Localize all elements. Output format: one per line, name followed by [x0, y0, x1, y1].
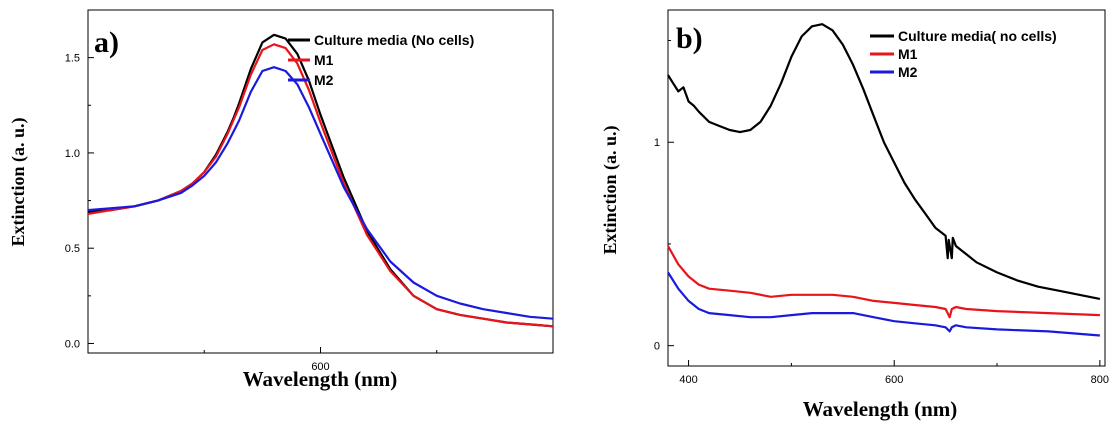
series-line-culture-media: [667, 23, 1101, 300]
panel-label-b: b): [676, 22, 703, 55]
panel-label-a: a): [94, 26, 119, 59]
y-tick-label: 0.5: [65, 243, 80, 255]
series-line-m1: [667, 245, 1100, 319]
legend-entry: M1: [898, 46, 918, 62]
series-line-m2: [87, 66, 554, 320]
legend-entry: M2: [314, 72, 334, 88]
x-axis-title-b: Wavelength (nm): [803, 397, 958, 421]
legend-b: Culture media( no cells) M1 M2: [870, 28, 1057, 80]
y-tick-label: 1.0: [65, 148, 80, 160]
y-axis-title-b: Extinction (a. u.): [600, 125, 621, 254]
y-tick-label: 1.5: [65, 53, 80, 65]
y-tick-label: 0.0: [65, 338, 80, 350]
x-tick-label: 600: [311, 361, 329, 373]
y-tick-label: 1: [654, 137, 660, 149]
legend-entry: Culture media (No cells): [314, 32, 474, 48]
series-line-m1: [87, 43, 554, 328]
series-line-m2: [667, 271, 1100, 337]
x-tick-label: 400: [679, 374, 697, 386]
legend-entry: M2: [898, 64, 918, 80]
y-axis-title-a: Extinction (a. u.): [8, 117, 29, 246]
plot-frame-b: [667, 9, 1106, 367]
x-tick-label: 600: [885, 374, 903, 386]
legend-a: Culture media (No cells) M1 M2: [288, 32, 474, 88]
legend-entry: Culture media( no cells): [898, 28, 1057, 44]
chart-panel-a: a) Extinction (a. u.) Wavelength (nm) 60…: [8, 9, 554, 391]
y-tick-label: 0: [654, 341, 660, 353]
legend-entry: M1: [314, 52, 334, 68]
x-tick-label: 800: [1091, 374, 1109, 386]
x-axis-title-a: Wavelength (nm): [243, 367, 398, 391]
chart-panel-b: b) Extinction (a. u.) Wavelength (nm) 40…: [600, 9, 1109, 421]
